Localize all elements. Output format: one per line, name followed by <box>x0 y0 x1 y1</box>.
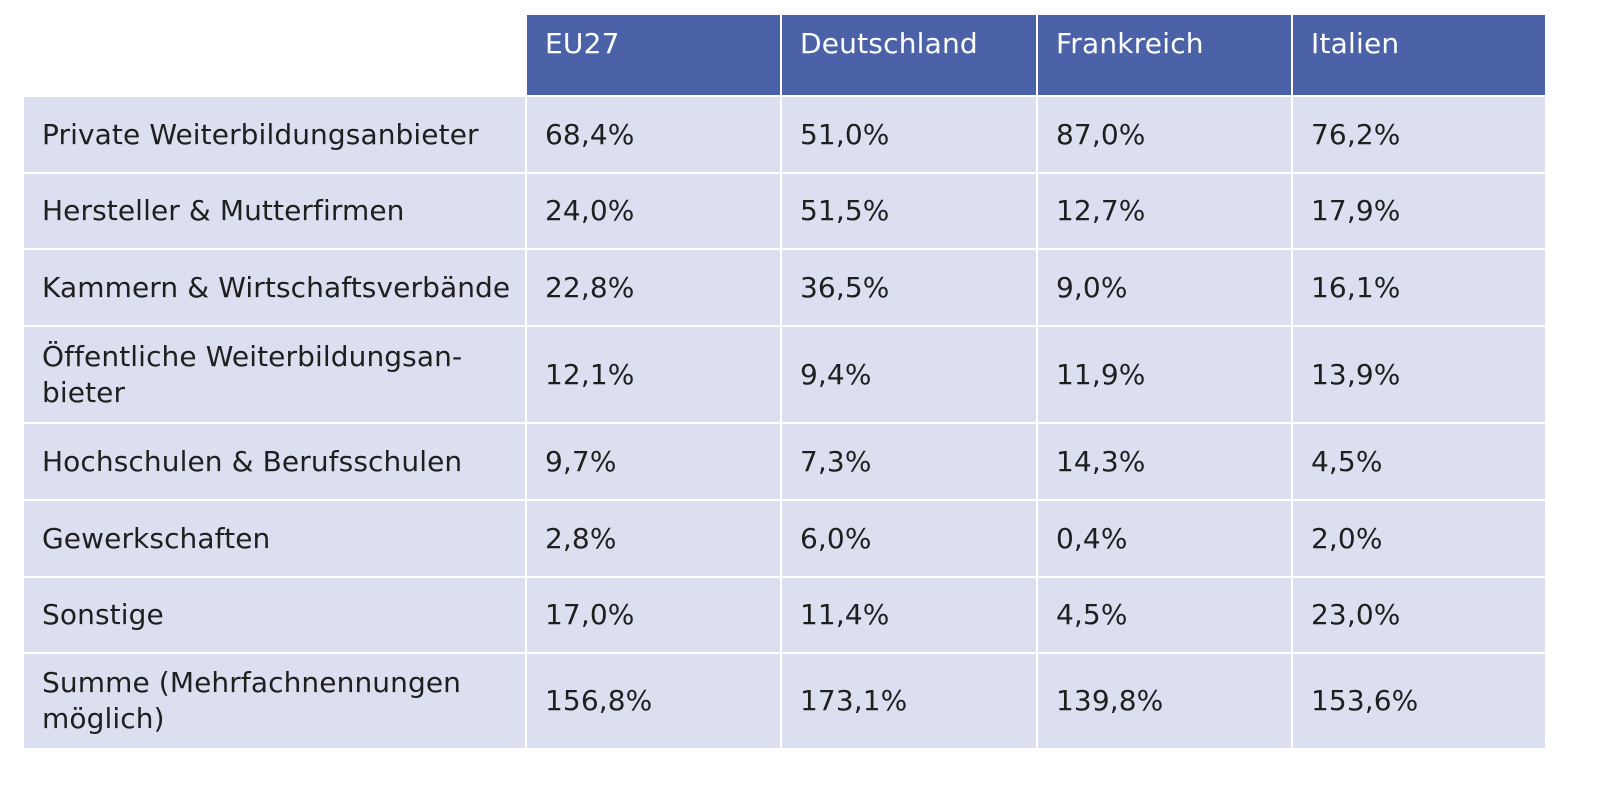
table-cell-italien: 16,1% <box>1293 250 1545 325</box>
table-cell-eu27: 24,0% <box>527 174 780 248</box>
column-header-italien: Italien <box>1293 15 1545 95</box>
row-label: Öffentliche Weiterbildungsan- bieter <box>24 327 525 422</box>
table-cell-deutschland: 6,0% <box>782 501 1036 576</box>
table-cell-frankreich: 0,4% <box>1038 501 1291 576</box>
table-cell-frankreich: 4,5% <box>1038 578 1291 652</box>
row-label: Sonstige <box>24 578 525 652</box>
table-cell-deutschland: 173,1% <box>782 654 1036 748</box>
table-cell-italien: 13,9% <box>1293 327 1545 422</box>
table-cell-deutschland: 51,5% <box>782 174 1036 248</box>
row-label: Hochschulen & Berufsschulen <box>24 424 525 499</box>
table-cell-eu27: 156,8% <box>527 654 780 748</box>
table-cell-frankreich: 12,7% <box>1038 174 1291 248</box>
table-cell-frankreich: 11,9% <box>1038 327 1291 422</box>
column-header-deutschland: Deutschland <box>782 15 1036 95</box>
table-cell-frankreich: 14,3% <box>1038 424 1291 499</box>
table-cell-eu27: 22,8% <box>527 250 780 325</box>
table-cell-eu27: 12,1% <box>527 327 780 422</box>
table-cell-eu27: 9,7% <box>527 424 780 499</box>
row-label: Summe (Mehrfachnennungen möglich) <box>24 654 525 748</box>
table-cell-deutschland: 11,4% <box>782 578 1036 652</box>
table-cell-italien: 2,0% <box>1293 501 1545 576</box>
table-cell-eu27: 2,8% <box>527 501 780 576</box>
table-cell-eu27: 68,4% <box>527 97 780 172</box>
row-label: Kammern & Wirtschaftsverbände <box>24 250 525 325</box>
table-cell-italien: 153,6% <box>1293 654 1545 748</box>
table-cell-italien: 23,0% <box>1293 578 1545 652</box>
table-cell-italien: 4,5% <box>1293 424 1545 499</box>
row-label: Gewerkschaften <box>24 501 525 576</box>
table-cell-frankreich: 87,0% <box>1038 97 1291 172</box>
row-label: Private Weiterbildungsanbieter <box>24 97 525 172</box>
table-cell-deutschland: 51,0% <box>782 97 1036 172</box>
row-label: Hersteller & Mutterfirmen <box>24 174 525 248</box>
table-cell-frankreich: 9,0% <box>1038 250 1291 325</box>
table-cell-deutschland: 7,3% <box>782 424 1036 499</box>
column-header-frankreich: Frankreich <box>1038 15 1291 95</box>
table-cell-deutschland: 36,5% <box>782 250 1036 325</box>
table-cell-eu27: 17,0% <box>527 578 780 652</box>
table-cell-italien: 17,9% <box>1293 174 1545 248</box>
table-cell-italien: 76,2% <box>1293 97 1545 172</box>
table-cell-deutschland: 9,4% <box>782 327 1036 422</box>
column-header-eu27: EU27 <box>527 15 780 95</box>
table-cell-frankreich: 139,8% <box>1038 654 1291 748</box>
